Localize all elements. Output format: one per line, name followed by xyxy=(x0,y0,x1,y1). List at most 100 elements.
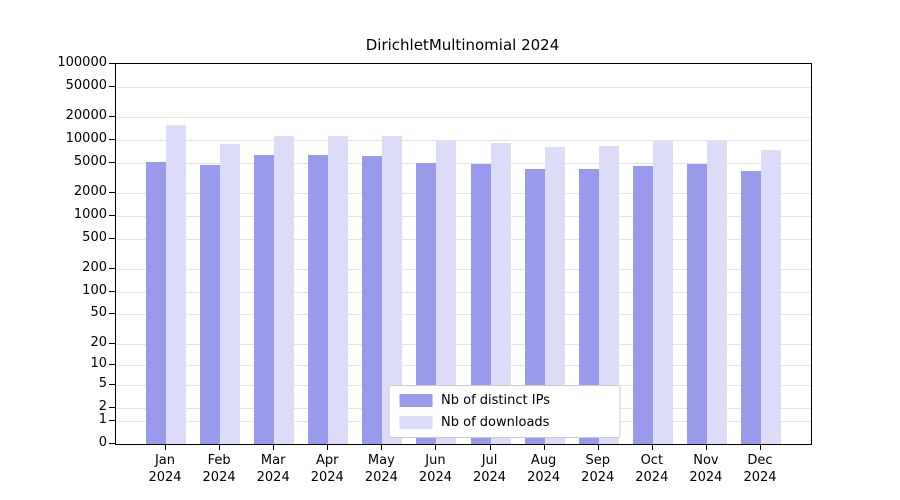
bar-downloads xyxy=(761,149,781,444)
x-tick-mark xyxy=(435,444,437,450)
bar-downloads xyxy=(166,124,186,444)
legend: Nb of distinct IPs Nb of downloads xyxy=(388,385,621,438)
gridline xyxy=(116,291,811,293)
bar-distinct-ips xyxy=(741,171,761,444)
bar-downloads xyxy=(544,147,565,444)
plot-area: Nb of distinct IPs Nb of downloads xyxy=(115,63,812,445)
bar-downloads xyxy=(490,142,511,444)
gridline xyxy=(116,117,811,119)
bar-distinct-ips xyxy=(362,156,383,444)
x-tick-label: Nov 2024 xyxy=(689,453,723,485)
legend-label-distinct-ips: Nb of distinct IPs xyxy=(441,393,550,408)
bar-downloads xyxy=(220,144,241,444)
gridline xyxy=(116,215,811,217)
x-tick-mark xyxy=(165,444,166,450)
bar-downloads xyxy=(436,140,457,444)
gridline xyxy=(116,238,811,240)
x-tick-label: Jun 2024 xyxy=(418,453,452,485)
x-tick-mark xyxy=(381,444,383,450)
y-tick-mark xyxy=(109,161,115,163)
x-tick-mark xyxy=(219,444,221,450)
y-tick-label: 500 xyxy=(82,229,107,245)
x-tick-mark xyxy=(597,444,599,450)
y-tick-mark xyxy=(109,406,115,408)
bar-downloads xyxy=(382,135,403,444)
x-tick-mark xyxy=(705,444,707,450)
y-tick-label: 0 xyxy=(98,435,107,450)
legend-entry-downloads: Nb of downloads xyxy=(399,415,610,430)
y-tick-label: 10000 xyxy=(65,130,107,146)
x-tick-mark xyxy=(651,444,653,450)
y-tick-mark xyxy=(109,116,115,118)
x-tick-mark xyxy=(327,444,329,450)
y-tick-label: 50 xyxy=(90,305,107,321)
gridline xyxy=(116,364,811,366)
y-tick-mark xyxy=(109,138,115,140)
x-tick-label: Aug 2024 xyxy=(527,453,561,485)
y-tick-mark xyxy=(109,85,115,87)
x-tick-label: Apr 2024 xyxy=(310,453,344,485)
y-tick-mark xyxy=(109,290,115,292)
legend-entry-distinct-ips: Nb of distinct IPs xyxy=(399,393,610,408)
bar-downloads xyxy=(274,135,295,444)
bar-distinct-ips xyxy=(416,162,437,444)
bar-distinct-ips xyxy=(254,154,275,444)
chart-title: DirichletMultinomial 2024 xyxy=(365,36,560,54)
y-tick-mark xyxy=(109,237,115,239)
x-tick-label: Jan 2024 xyxy=(148,453,182,485)
gridline xyxy=(116,314,811,316)
bar-downloads xyxy=(706,141,727,444)
x-tick-label: Mar 2024 xyxy=(256,453,290,485)
y-tick-mark xyxy=(109,363,115,365)
x-tick-label: May 2024 xyxy=(364,453,398,485)
y-tick-label: 5 xyxy=(98,375,107,391)
gridline xyxy=(116,86,811,88)
x-tick-mark xyxy=(273,444,275,450)
y-tick-mark xyxy=(109,192,115,194)
bar-downloads xyxy=(328,135,349,444)
bar-distinct-ips xyxy=(308,155,329,444)
y-tick-mark xyxy=(109,313,115,315)
x-tick-label: Sep 2024 xyxy=(581,453,615,485)
bar-distinct-ips xyxy=(200,164,221,444)
y-tick-label: 20 xyxy=(90,334,107,350)
y-tick-mark xyxy=(109,383,115,385)
gridline xyxy=(116,139,811,141)
y-tick-mark xyxy=(109,342,115,344)
bar-distinct-ips xyxy=(632,165,653,444)
gridline xyxy=(116,343,811,345)
x-tick-mark xyxy=(489,444,491,450)
bar-distinct-ips xyxy=(578,168,599,444)
bar-distinct-ips xyxy=(524,169,545,444)
bar-distinct-ips xyxy=(686,164,707,444)
y-tick-label: 1000 xyxy=(73,206,107,222)
y-tick-label: 100000 xyxy=(57,55,107,70)
x-tick-mark xyxy=(760,444,761,450)
x-tick-label: Feb 2024 xyxy=(202,453,236,485)
y-tick-label: 1 xyxy=(98,412,107,428)
y-tick-label: 50000 xyxy=(65,77,107,93)
x-tick-label: Oct 2024 xyxy=(635,453,669,485)
y-tick-mark xyxy=(109,214,115,216)
bar-distinct-ips xyxy=(470,164,491,444)
legend-label-downloads: Nb of downloads xyxy=(441,415,550,430)
y-tick-label: 10 xyxy=(90,355,107,371)
legend-swatch-distinct-ips xyxy=(399,394,433,407)
legend-swatch-downloads xyxy=(399,416,433,429)
x-tick-label: Dec 2024 xyxy=(743,453,777,485)
y-tick-mark xyxy=(109,63,115,64)
bar-downloads xyxy=(598,145,619,444)
y-tick-label: 2000 xyxy=(73,184,107,200)
gridline xyxy=(116,268,811,270)
x-tick-mark xyxy=(543,444,545,450)
y-tick-mark xyxy=(109,267,115,269)
x-tick-label: Jul 2024 xyxy=(472,453,507,485)
bar-distinct-ips xyxy=(146,161,166,444)
y-tick-label: 2 xyxy=(98,398,107,414)
y-tick-mark xyxy=(109,420,115,422)
gridline xyxy=(116,193,811,195)
y-tick-label: 5000 xyxy=(73,153,107,169)
y-tick-label: 200 xyxy=(82,259,107,275)
y-tick-mark xyxy=(109,443,115,444)
